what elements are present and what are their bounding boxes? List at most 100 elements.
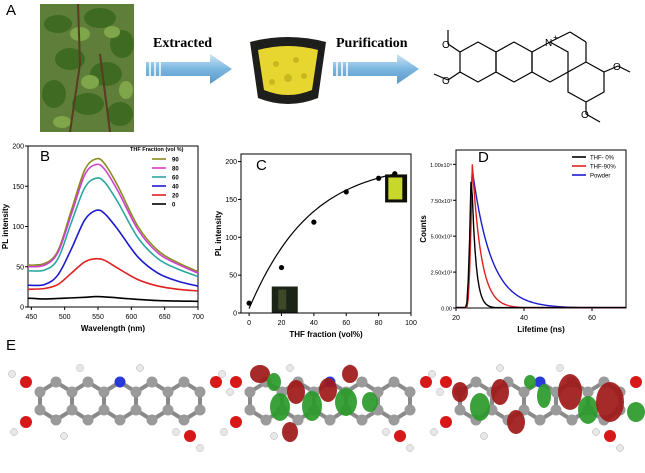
y-tick-label: 200 (12, 144, 24, 151)
y-tick-label: 0 (20, 305, 24, 312)
legend-label-0: 0 (172, 203, 176, 209)
atom-oxygen (440, 416, 452, 428)
panel-label-e: E (6, 337, 17, 354)
atom-hydrogen (480, 432, 488, 440)
mol-atom-o2: O (442, 76, 450, 87)
orbital-lobe (524, 375, 536, 389)
orbital-lobe (558, 374, 582, 410)
atom-hydrogen (76, 364, 84, 372)
atom-hydrogen (136, 364, 144, 372)
y-axis-label: PL intensity (1, 203, 10, 249)
series-line-80 (27, 163, 199, 274)
atom-carbon (388, 376, 400, 388)
orbital-lobe (302, 391, 322, 421)
atom-hydrogen (382, 428, 390, 436)
atom-hydrogen (428, 370, 436, 378)
x-tick-label: 40 (310, 320, 318, 327)
y-tick-label: 50 (16, 264, 24, 271)
atom-carbon (292, 414, 304, 426)
y-tick-label: 5.00x10³ (431, 235, 453, 241)
orbital-lobe (537, 384, 551, 408)
atom-hydrogen (226, 388, 234, 396)
atom-oxygen (230, 376, 242, 388)
atom-carbon (356, 376, 368, 388)
series-line-THF- 0% (456, 181, 626, 309)
data-point (246, 300, 252, 306)
atom-oxygen (440, 376, 452, 388)
atom-carbon (454, 404, 466, 416)
orbital-lobe (507, 410, 525, 434)
atom-oxygen (630, 376, 642, 388)
atom-carbon (470, 376, 482, 388)
atom-carbon (162, 404, 174, 416)
orbital-lobe (287, 380, 305, 404)
atom-oxygen (184, 430, 196, 442)
y-tick-label: 0 (233, 311, 237, 318)
atom-carbon (194, 404, 206, 416)
series-line-20 (27, 257, 199, 292)
atom-carbon (98, 386, 110, 398)
chart-c-pl-vs-thf: 0 20 40 60 80 100 0 50 100 150 200 THF fraction (vo… (215, 153, 417, 339)
atom-hydrogen (172, 428, 180, 436)
atom-carbon (534, 414, 546, 426)
atom-carbon (34, 386, 46, 398)
fit-curve (248, 173, 395, 309)
mol-atom-o3: O (613, 62, 621, 73)
series-line-Powder (456, 169, 626, 309)
series-line-0 (27, 295, 199, 303)
panel-label-d: D (478, 149, 489, 166)
series-line-THF-90% (456, 164, 626, 309)
atom-hydrogen (436, 388, 444, 396)
x-tick-label: 500 (59, 314, 71, 321)
x-axis-label: Wavelength (nm) (81, 324, 145, 333)
legend-label-40: 40 (172, 185, 179, 191)
process-arrow-2 (333, 54, 419, 84)
atom-hydrogen (60, 432, 68, 440)
y-tick-label: 2.50x10³ (431, 271, 453, 277)
orbital-lobe (282, 422, 298, 442)
atom-carbon (404, 386, 416, 398)
plant-photo (40, 4, 134, 132)
atom-oxygen (420, 376, 432, 388)
orbital-lobe (342, 365, 358, 383)
mol-atom-o1: O (442, 40, 450, 51)
panel-label-a: A (6, 2, 17, 19)
x-tick-label: 550 (92, 314, 104, 321)
legend-label-20: 20 (172, 194, 179, 200)
atom-carbon (98, 404, 110, 416)
legend-label-1: THF-90% (590, 165, 616, 171)
atom-carbon (162, 386, 174, 398)
atom-carbon (194, 386, 206, 398)
x-tick-label: 100 (405, 320, 417, 327)
mol-atom-n: N (545, 38, 552, 49)
orbital-lobe (319, 378, 337, 402)
atom-nitrogen (114, 376, 126, 388)
atom-carbon (34, 404, 46, 416)
series-line-60 (27, 177, 199, 278)
x-tick-label: 60 (588, 315, 596, 322)
y-tick-label: 150 (12, 184, 24, 191)
atom-carbon (178, 414, 190, 426)
atom-carbon (388, 414, 400, 426)
atom-hydrogen (270, 432, 278, 440)
orbital-lobe (470, 393, 490, 421)
x-tick-label: 20 (452, 315, 460, 322)
y-tick-label: 0.00 (441, 307, 452, 313)
molecule-3 (428, 364, 645, 452)
orbital-lobe (578, 396, 598, 424)
x-tick-label: 600 (125, 314, 137, 321)
orbital-lobe (627, 402, 645, 422)
y-axis-label: Counts (420, 215, 428, 243)
y-tick-label: 200 (225, 159, 237, 166)
atom-carbon (66, 404, 78, 416)
atom-carbon (404, 404, 416, 416)
data-point (376, 175, 382, 181)
atom-hydrogen (592, 428, 600, 436)
orbital-lobe (270, 393, 290, 421)
chart-d-lifetime: 20 40 60 0.00 2.50x10³ 5.00x10³ 7.50x10³ 1.00x1… (420, 149, 627, 334)
x-axis-label: Lifetime (ns) (517, 325, 565, 334)
atom-carbon (324, 414, 336, 426)
atom-carbon (260, 414, 272, 426)
y-tick-label: 150 (225, 197, 237, 204)
atom-hydrogen (286, 364, 294, 372)
